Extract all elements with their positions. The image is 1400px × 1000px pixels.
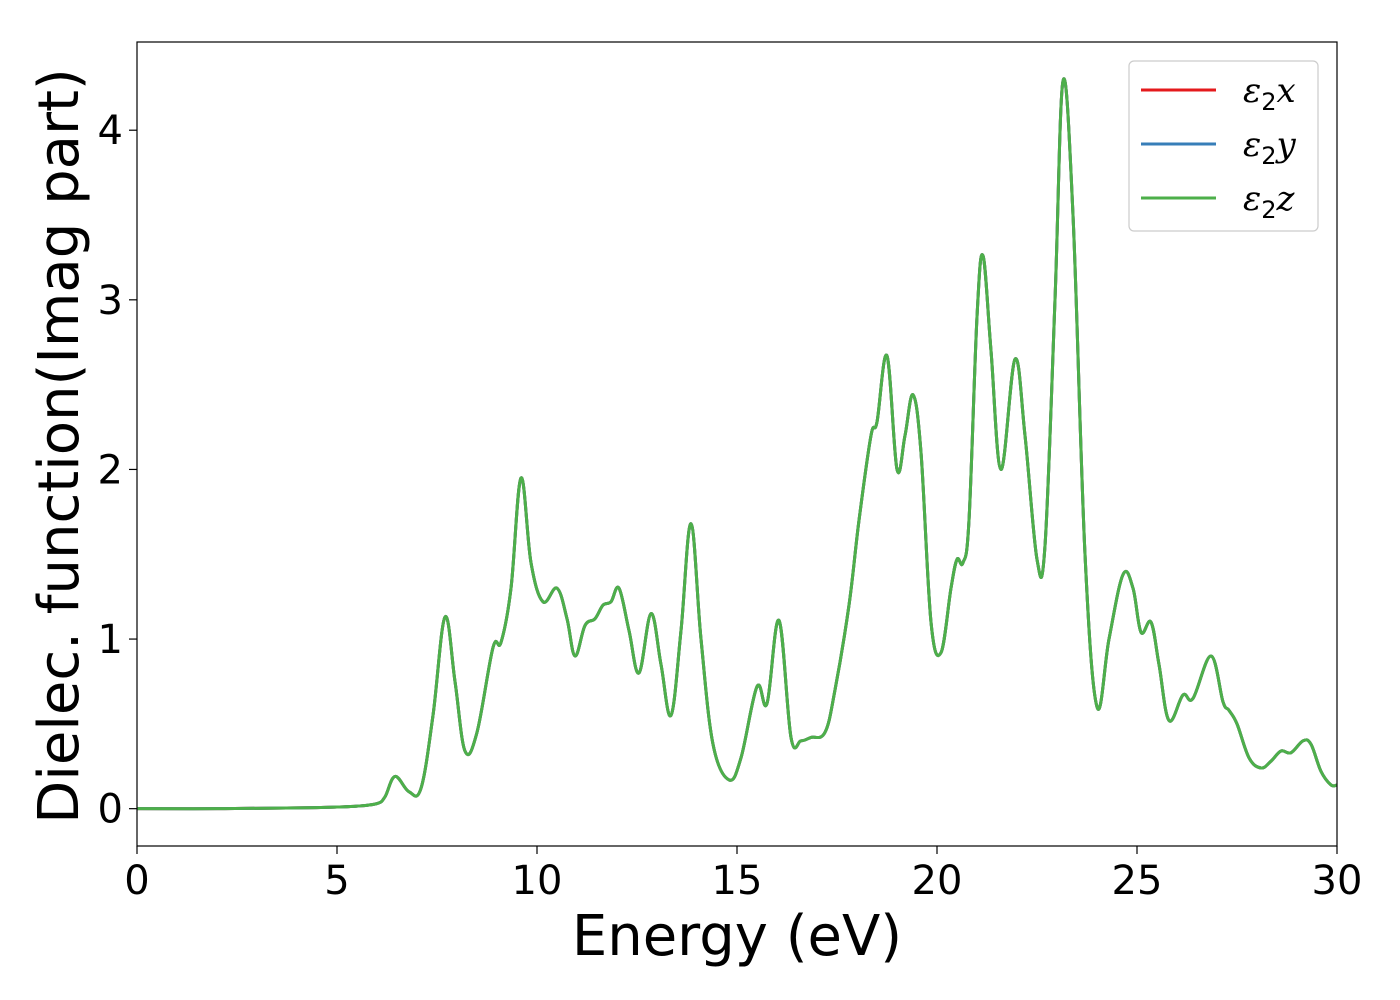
x-tick-label: 5 bbox=[324, 858, 349, 904]
y-tick-label: 2 bbox=[98, 447, 123, 493]
x-axis-ticks: 0 5 10 15 20 25 30 bbox=[124, 846, 1362, 904]
x-tick-label: 0 bbox=[124, 858, 149, 904]
y-tick-label: 0 bbox=[98, 787, 123, 833]
x-tick-label: 25 bbox=[1112, 858, 1163, 904]
series-line-z bbox=[137, 77, 1337, 811]
x-tick-label: 10 bbox=[512, 858, 563, 904]
legend-label-y: ε2y bbox=[1243, 125, 1297, 170]
y-axis-label: Dielec. function(Imag part) bbox=[27, 68, 92, 824]
plot-area bbox=[137, 77, 1337, 811]
x-tick-label: 30 bbox=[1312, 858, 1363, 904]
legend-label-z: ε2z bbox=[1243, 179, 1296, 224]
y-tick-label: 1 bbox=[98, 617, 123, 663]
y-axis-ticks: 0 1 2 3 4 bbox=[98, 108, 137, 833]
x-axis-label: Energy (eV) bbox=[572, 904, 902, 969]
y-tick-label: 3 bbox=[98, 278, 123, 324]
legend: ε2x ε2y ε2z bbox=[1128, 60, 1319, 232]
legend-box bbox=[1128, 60, 1319, 232]
x-tick-label: 15 bbox=[712, 858, 763, 904]
legend-label-x: ε2x bbox=[1243, 71, 1296, 116]
y-tick-label: 4 bbox=[98, 108, 123, 154]
x-tick-label: 20 bbox=[912, 858, 963, 904]
axes-frame bbox=[136, 41, 1338, 847]
